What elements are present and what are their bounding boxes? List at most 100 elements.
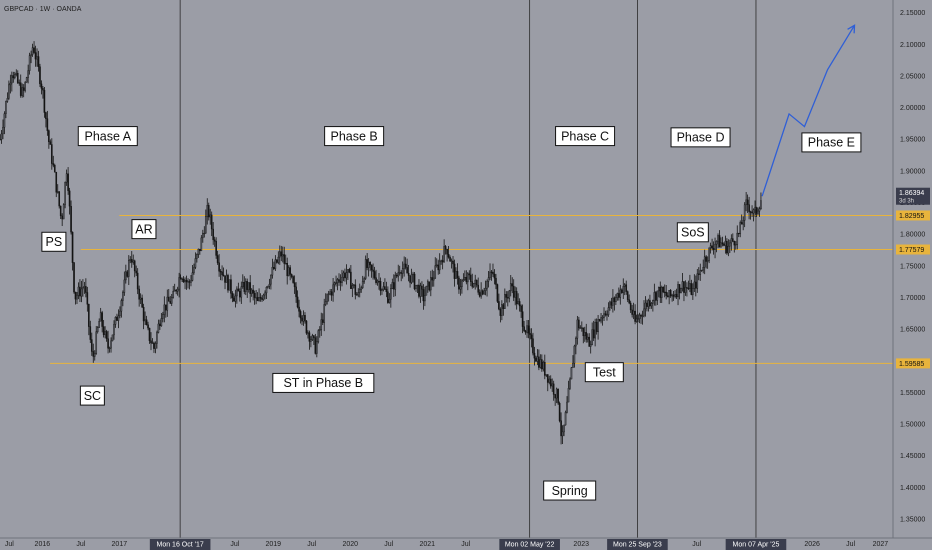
candle-body [663, 291, 666, 293]
candle-body [475, 279, 478, 286]
candle-body [760, 200, 762, 210]
candle-body [296, 296, 299, 308]
candle-body [613, 297, 616, 303]
candle-body [77, 286, 80, 296]
candle-body [554, 394, 556, 399]
time-axis-panel[interactable] [0, 538, 932, 550]
candle-body [347, 269, 349, 273]
candle-body [24, 82, 26, 91]
candle-body [255, 297, 257, 299]
annotation-label[interactable]: SC [79, 385, 105, 406]
candle-body [477, 284, 479, 293]
candle-body [434, 265, 437, 279]
annotation-label[interactable]: AR [131, 219, 157, 240]
annotation-label[interactable]: Phase B [324, 126, 385, 147]
candle-body [578, 319, 580, 329]
candle-body [647, 300, 650, 307]
candle-body [219, 271, 222, 273]
candle-body [557, 388, 559, 404]
candle-body [304, 315, 306, 322]
time-tick-label: 2021 [419, 541, 435, 548]
candle-body [582, 327, 585, 337]
candle-body [323, 304, 326, 323]
vertical-markers [179, 0, 757, 538]
candle-body [114, 317, 117, 325]
annotation-label[interactable]: Phase C [555, 126, 616, 147]
candle-body [592, 329, 595, 339]
candle-body [345, 272, 348, 279]
candle-body [413, 273, 416, 290]
candle-body [464, 277, 466, 280]
candle-body [511, 283, 514, 287]
annotation-label[interactable]: Phase D [670, 127, 731, 148]
candle-body [588, 336, 591, 347]
price-axis-panel[interactable] [893, 0, 932, 538]
candle-body [461, 280, 463, 288]
candle-body [298, 306, 300, 312]
candle-body [48, 130, 50, 142]
candle-body [404, 263, 407, 268]
annotation-label[interactable]: Phase A [77, 126, 138, 147]
candle-body [301, 317, 303, 322]
candle-body [496, 284, 499, 302]
candle-body [544, 362, 546, 376]
candle-body [227, 275, 229, 291]
candle-body [6, 98, 9, 102]
annotation-label[interactable]: ST in Phase B [272, 372, 375, 393]
candle-body [9, 82, 12, 86]
candle-body [666, 295, 669, 298]
annotation-box [41, 231, 67, 252]
candle-body [336, 279, 339, 284]
annotation-label[interactable]: SoS [676, 222, 709, 243]
candle-body [8, 84, 10, 99]
candle-body [237, 288, 240, 292]
candle-body [39, 66, 41, 85]
time-tick-label: 2017 [112, 541, 128, 548]
candle-body [474, 279, 477, 284]
price-tick-label: 1.50000 [900, 422, 925, 429]
candle-body [212, 228, 214, 240]
candle-body [686, 287, 688, 289]
annotation-label[interactable]: Test [584, 362, 624, 383]
candle-body [551, 383, 554, 387]
candle-body [246, 281, 249, 290]
candle-body [378, 280, 380, 283]
annotation-label[interactable]: Phase E [801, 132, 862, 153]
candle-body [67, 173, 69, 192]
candle-body [369, 262, 371, 266]
annotation-label[interactable]: PS [41, 231, 67, 252]
candle-body [406, 267, 408, 274]
candle-body [504, 294, 506, 309]
candle-body [375, 277, 377, 283]
candle-body [225, 275, 228, 283]
candle-body [373, 271, 376, 278]
candle-body [160, 318, 163, 327]
candle-body [712, 248, 715, 250]
candle-body [555, 388, 558, 399]
candle-body [684, 287, 687, 293]
candle-body [258, 297, 260, 301]
candle-body [119, 310, 121, 317]
candle-body [736, 232, 739, 245]
candle-body [680, 288, 682, 294]
candle-body [241, 281, 244, 287]
candle-body [247, 282, 250, 290]
candle-body [394, 274, 397, 290]
candle-body [264, 292, 266, 296]
candle-body [239, 291, 241, 298]
candle-body [567, 388, 570, 403]
candle-body [283, 254, 286, 264]
candle-body [102, 326, 105, 335]
annotation-label[interactable]: Spring [543, 480, 597, 501]
candle-body [15, 73, 18, 75]
candle-body [153, 342, 155, 349]
candle-body [573, 345, 576, 364]
candle-body [250, 289, 253, 294]
candle-body [421, 285, 423, 290]
candle-body [748, 204, 750, 212]
candle-body [758, 208, 761, 212]
candle-body [372, 269, 374, 272]
candle-body [444, 246, 447, 250]
marker-date-tag [149, 539, 211, 550]
